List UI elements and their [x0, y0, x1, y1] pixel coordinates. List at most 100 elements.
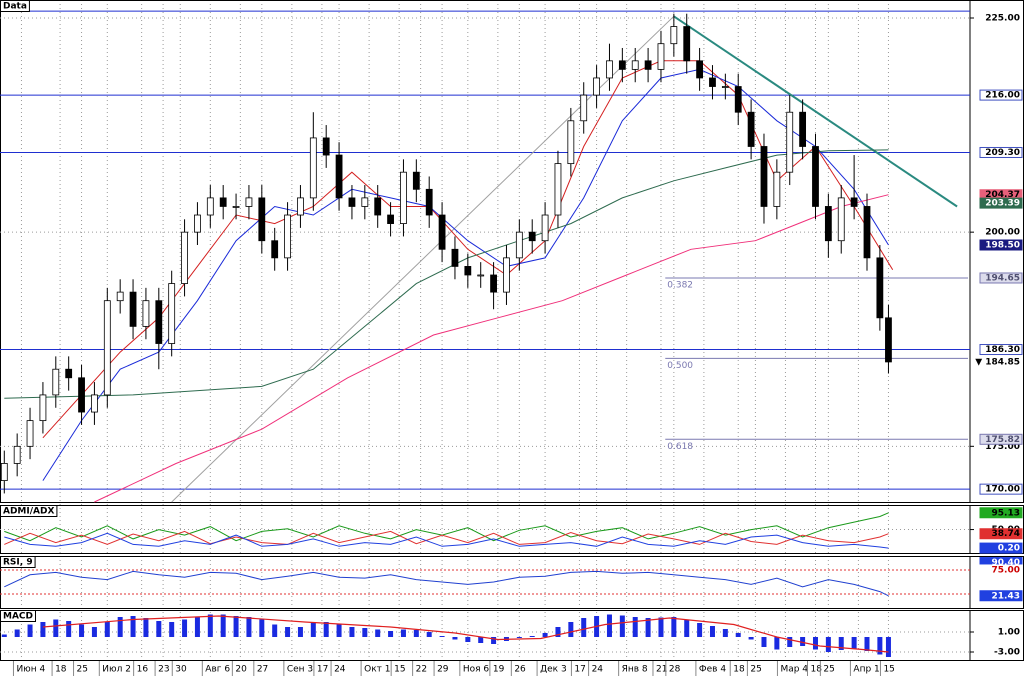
- candle-body: [245, 197, 253, 207]
- histogram-bar: [323, 622, 329, 637]
- x-tick-label: 27: [257, 665, 268, 675]
- indicator-line: [4, 530, 889, 545]
- candle-body: [567, 120, 575, 165]
- histogram-bar: [194, 617, 200, 637]
- candle-body: [425, 188, 433, 216]
- histogram-bar: [877, 637, 883, 655]
- x-tick-label: 15: [394, 665, 405, 675]
- candle-body: [580, 94, 588, 122]
- x-tick-label: Янв 8: [622, 665, 648, 675]
- x-tick-label: 22: [416, 665, 427, 675]
- indicator-line: [4, 570, 889, 597]
- x-tick-label: 24: [334, 665, 346, 675]
- candle-body: [129, 291, 137, 327]
- price-marker-label: 90.40: [992, 558, 1020, 568]
- fibonacci-label: 0.618: [667, 442, 693, 452]
- histogram-bar: [709, 626, 715, 637]
- histogram-bar: [207, 614, 213, 637]
- histogram-bar: [568, 622, 574, 637]
- candle-body: [644, 60, 652, 70]
- price-marker: [979, 433, 1023, 445]
- candle-body: [876, 257, 884, 319]
- histogram-bar: [272, 624, 278, 637]
- candle-body: [850, 197, 858, 207]
- histogram-bar: [143, 618, 149, 637]
- histogram-bar: [516, 637, 522, 638]
- x-tick-label: 19: [493, 665, 505, 675]
- candle-body: [103, 300, 111, 396]
- panel-title-box: [0, 0, 30, 12]
- price-marker-label: 21.43: [992, 591, 1020, 601]
- candle-body: [606, 60, 613, 79]
- candle-body: [309, 137, 317, 199]
- candle-body: [0, 463, 8, 481]
- x-tick-label: Фев 4: [699, 665, 726, 675]
- histogram-bar: [182, 619, 188, 637]
- price-marker-label: 194.65: [985, 273, 1020, 283]
- candle-body: [348, 197, 356, 207]
- price-marker: [979, 89, 1023, 101]
- candle-body: [760, 146, 768, 207]
- histogram-bar: [722, 629, 728, 637]
- candle-body: [885, 317, 892, 363]
- candle-body: [593, 77, 600, 96]
- candle-body: [142, 300, 150, 327]
- price-marker: [979, 564, 1023, 576]
- panel-title: RSI, 9: [3, 558, 33, 568]
- candle-body: [181, 231, 188, 284]
- candle-body: [219, 197, 227, 207]
- histogram-bar: [645, 618, 651, 637]
- histogram-bar: [465, 637, 471, 642]
- histogram-bar: [349, 627, 355, 637]
- price-marker-label: 38.74: [992, 529, 1020, 539]
- candle-body: [155, 300, 163, 344]
- x-tick-label: Мар 4: [780, 665, 808, 675]
- candle-body: [400, 171, 407, 224]
- price-marker-label: 204.37: [985, 190, 1020, 200]
- candle-body: [631, 60, 639, 70]
- price-marker-label: 216.00: [985, 91, 1020, 101]
- x-tick-label: Апр 1: [853, 665, 879, 675]
- price-marker: [979, 239, 1023, 251]
- x-tick-label: Дек 3: [540, 665, 567, 675]
- trendline: [171, 15, 675, 503]
- candle-body: [837, 197, 845, 242]
- histogram-bar: [285, 627, 291, 637]
- price-marker-label: 209.30: [985, 148, 1020, 158]
- candle-body: [799, 111, 807, 147]
- histogram-bar: [800, 637, 806, 646]
- x-tick-label: 18: [810, 665, 822, 675]
- x-tick-label: 15: [883, 665, 894, 675]
- fibonacci-label: 0.500: [667, 361, 693, 371]
- price-marker-label: 186.30: [985, 345, 1020, 355]
- candle-body: [863, 206, 871, 259]
- candle-body: [78, 377, 85, 413]
- candle-body: [451, 248, 459, 267]
- histogram-bar: [735, 633, 741, 637]
- histogram-bar: [581, 618, 587, 637]
- histogram-bar: [66, 621, 72, 637]
- histogram-bar: [27, 624, 33, 637]
- candle-body: [271, 240, 279, 259]
- histogram-bar: [169, 622, 175, 637]
- x-tick-label: 24: [592, 665, 604, 675]
- x-tick-label: 20: [235, 665, 247, 675]
- x-tick-label: 23: [158, 665, 169, 675]
- histogram-bar: [671, 617, 677, 637]
- price-marker-label: 175.82: [985, 435, 1020, 445]
- candle-body: [734, 86, 742, 113]
- candle-body: [812, 146, 819, 207]
- panel-title: MACD: [3, 612, 33, 622]
- candle-body: [116, 291, 124, 302]
- histogram-bar: [426, 632, 432, 637]
- candle-body: [232, 206, 240, 208]
- candle-body: [683, 26, 691, 62]
- x-tick-label: 18: [55, 665, 67, 675]
- histogram-bar: [130, 616, 136, 637]
- candle-body: [26, 420, 34, 447]
- candle-body: [194, 214, 201, 233]
- x-tick-label: 28: [669, 665, 681, 675]
- fibonacci-label: 0.382: [667, 280, 693, 290]
- histogram-bar: [388, 631, 394, 637]
- candle-body: [554, 163, 562, 216]
